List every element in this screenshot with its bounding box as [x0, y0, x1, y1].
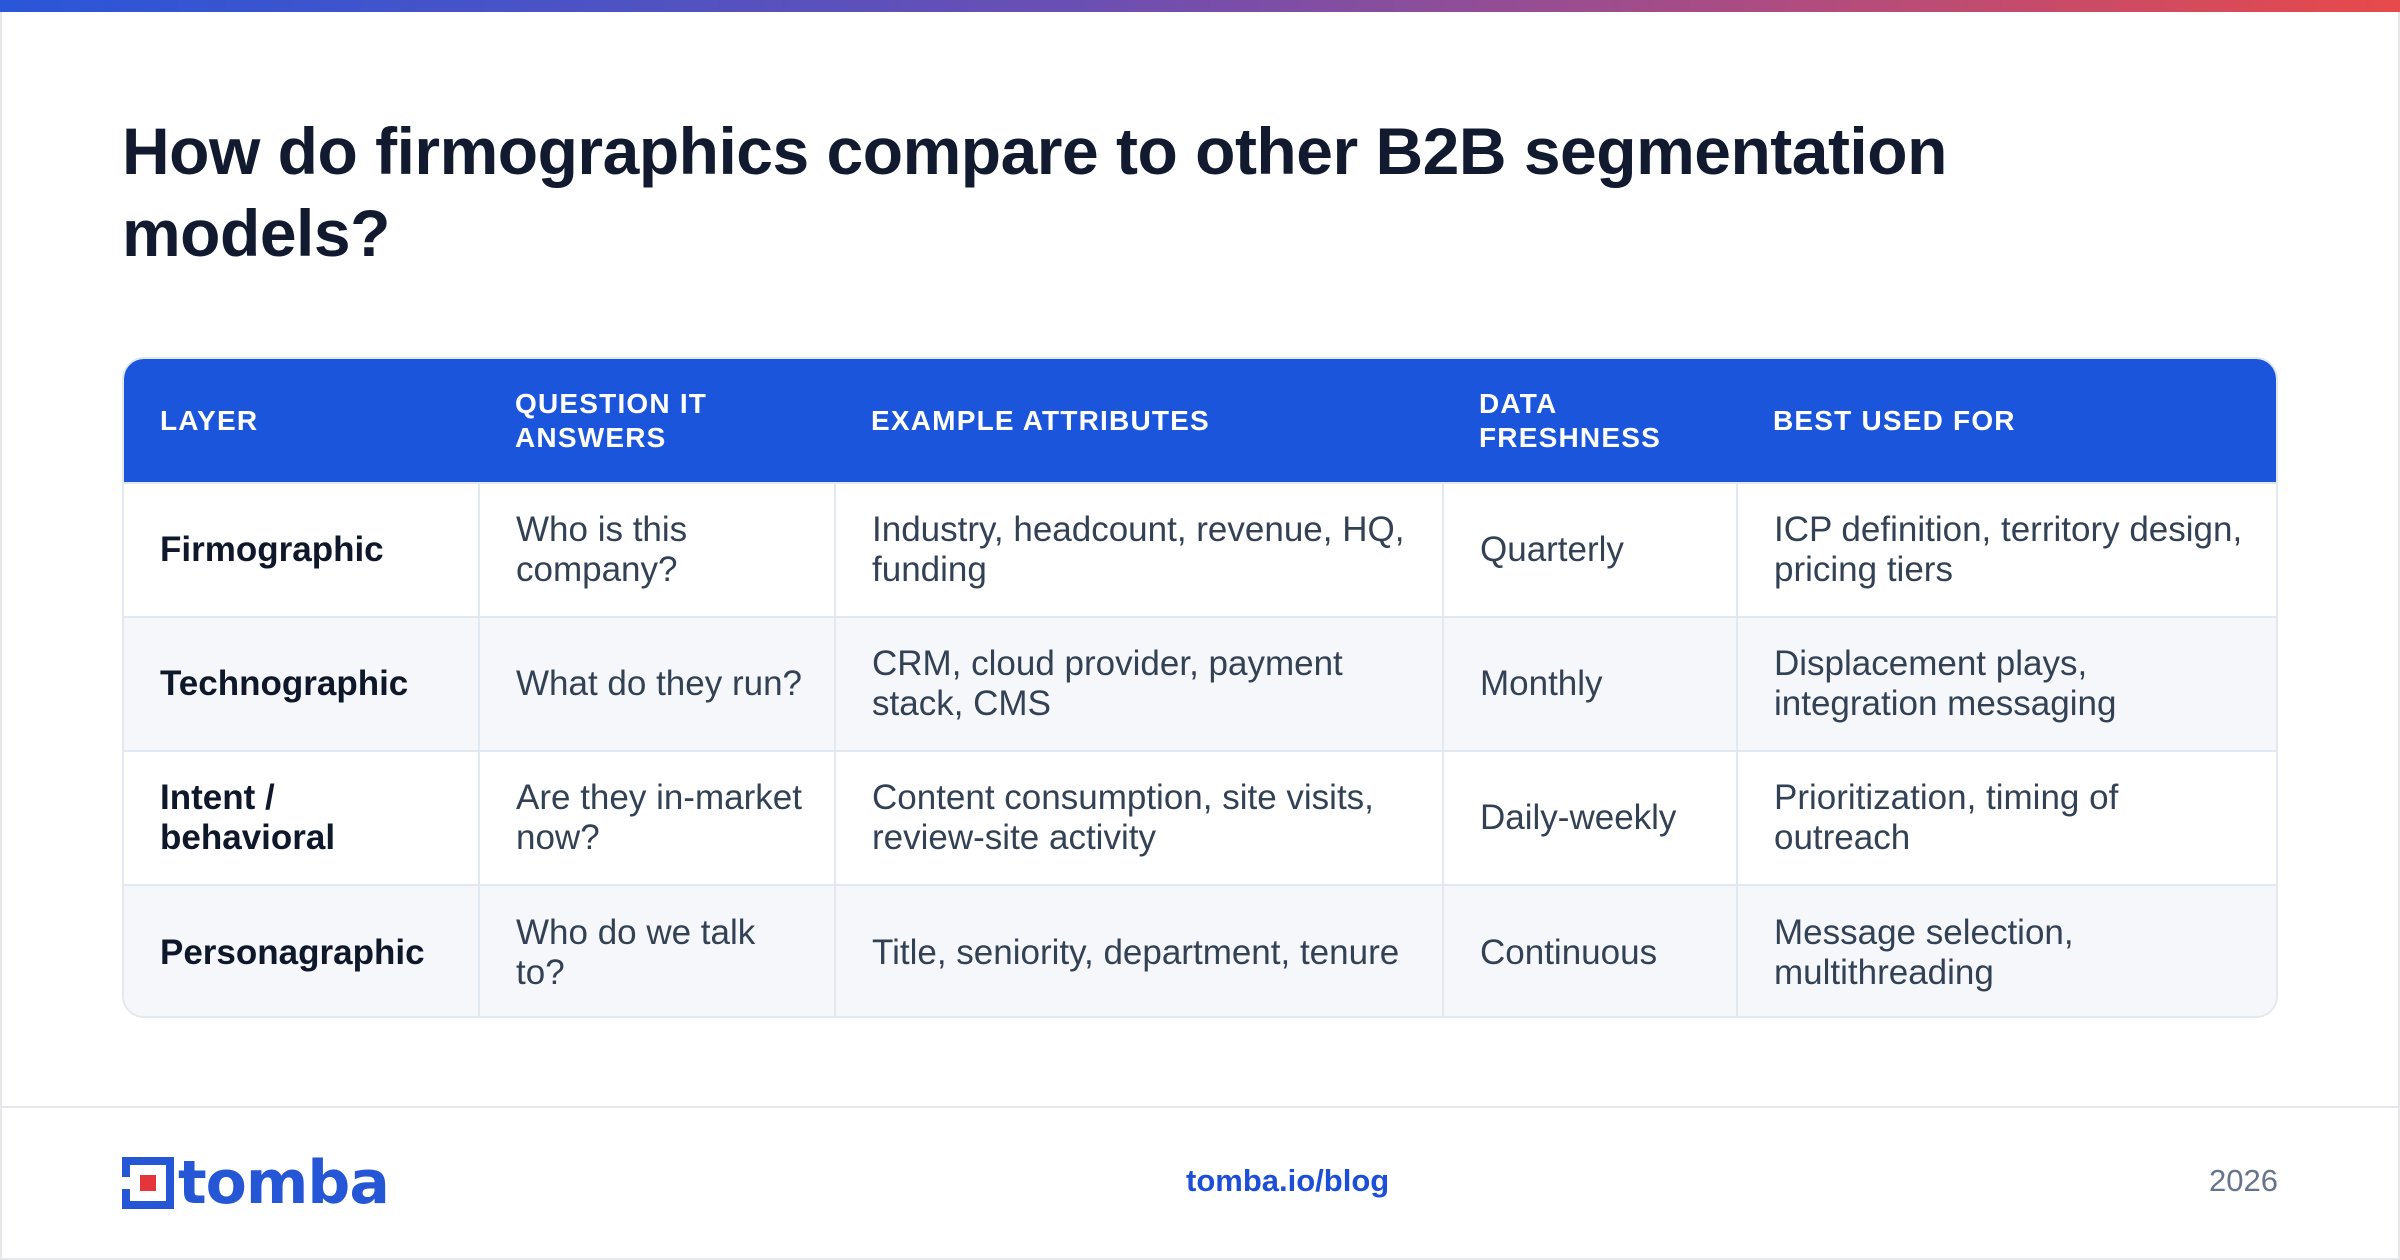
tomba-logo-icon — [122, 1157, 174, 1209]
column-header-question: QUESTION IT ANSWERS — [515, 387, 708, 453]
page-title: How do firmographics compare to other B2… — [122, 114, 1947, 270]
cell-question: Are they in-market now? — [478, 750, 835, 885]
footer-divider — [0, 1106, 2400, 1108]
gradient-accent-bar — [0, 0, 2400, 12]
cell-best-used-for: Prioritization, timing of outreach — [1736, 750, 2276, 885]
column-header-best-used-for: BEST USED FOR — [1773, 404, 2016, 436]
cell-layer: Personagraphic — [124, 884, 479, 1016]
cell-layer: Intent / behavioral — [124, 750, 479, 885]
logo-wordmark: tomba — [178, 1148, 390, 1218]
cell-attributes: Title, seniority, department, tenure — [834, 884, 1443, 1016]
cell-freshness: Quarterly — [1442, 482, 1737, 617]
tomba-logo[interactable]: tomba — [122, 1148, 390, 1218]
cell-freshness: Daily-weekly — [1442, 750, 1737, 885]
cell-freshness: Monthly — [1442, 616, 1737, 751]
table-row: Personagraphic Who do we talk to? Title,… — [124, 884, 2276, 1016]
cell-layer: Firmographic — [124, 482, 479, 617]
table-row: Intent / behavioral Are they in-market n… — [124, 750, 2276, 885]
table-row: Firmographic Who is this company? Indust… — [124, 482, 2276, 617]
cell-attributes: CRM, cloud provider, payment stack, CMS — [834, 616, 1443, 751]
cell-question: Who do we talk to? — [478, 884, 835, 1016]
cell-best-used-for: Displacement plays, integration messagin… — [1736, 616, 2276, 751]
column-header-layer: LAYER — [160, 404, 259, 436]
cell-freshness: Continuous — [1442, 884, 1737, 1016]
footer-url-link[interactable]: tomba.io/blog — [1186, 1163, 1390, 1198]
cell-best-used-for: Message selection, multithreading — [1736, 884, 2276, 1016]
footer-year: 2026 — [2209, 1163, 2278, 1198]
cell-layer: Technographic — [124, 616, 479, 751]
table-row: Technographic What do they run? CRM, clo… — [124, 616, 2276, 751]
cell-best-used-for: ICP definition, territory design, pricin… — [1736, 482, 2276, 617]
column-header-freshness: DATA FRESHNESS — [1479, 387, 1661, 453]
cell-question: Who is this company? — [478, 482, 835, 617]
cell-attributes: Content consumption, site visits, review… — [834, 750, 1443, 885]
table-header-row: LAYER QUESTION IT ANSWERS EXAMPLE ATTRIB… — [124, 359, 2276, 483]
column-header-attributes: EXAMPLE ATTRIBUTES — [871, 404, 1210, 436]
comparison-table: LAYER QUESTION IT ANSWERS EXAMPLE ATTRIB… — [122, 357, 2278, 1018]
cell-question: What do they run? — [478, 616, 835, 751]
cell-attributes: Industry, headcount, revenue, HQ, fundin… — [834, 482, 1443, 617]
